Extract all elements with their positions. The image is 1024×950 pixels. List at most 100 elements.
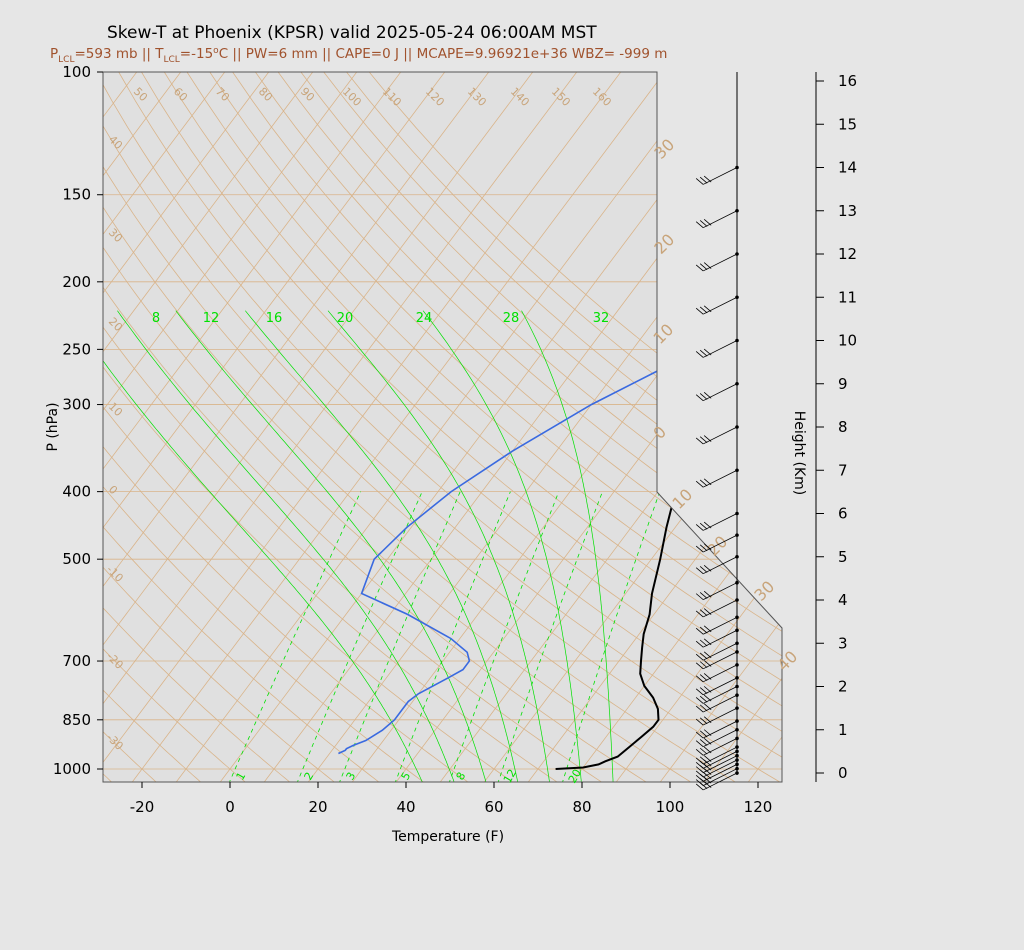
dry-adiabat-line <box>103 72 516 782</box>
height-tick-label: 0 <box>838 764 848 782</box>
dry-adiabat-line <box>255 72 782 782</box>
barb-flag <box>695 705 704 713</box>
barb-flag <box>699 652 708 660</box>
isotherm-line <box>746 72 782 782</box>
height-axis-label: Height (Km) <box>791 411 807 495</box>
height-tick-label: 8 <box>838 418 848 436</box>
wind-barb <box>702 720 738 739</box>
mixing-ratio-line <box>228 491 362 782</box>
mixing-ratio-line <box>561 491 661 782</box>
barb-flag <box>699 739 708 746</box>
dry-adiabat-line <box>103 72 694 782</box>
wind-barb <box>702 651 738 670</box>
barb-flag <box>703 435 712 442</box>
isotherm-line <box>350 72 782 782</box>
barb-flag <box>703 262 712 269</box>
isotherm-line <box>103 72 226 782</box>
dry-adiabat-line <box>103 72 203 782</box>
wind-barb <box>702 707 738 726</box>
isotherm-line <box>103 72 446 782</box>
y-tick-label: 150 <box>62 186 91 204</box>
x-tick-label: 80 <box>572 798 591 816</box>
barb-flag <box>703 175 712 183</box>
barb-flag <box>703 218 712 226</box>
chart-subtitle: PLCL=593 mb || TLCL=-15oC || PW=6 mm || … <box>50 46 667 65</box>
barb-flag <box>699 609 708 617</box>
isotherm-line <box>103 72 578 782</box>
wind-barb <box>702 629 738 648</box>
isotherm-line <box>103 72 534 782</box>
moist-adiabat-line <box>422 310 582 782</box>
barb-flag <box>695 697 704 704</box>
dry-adiabat-line <box>103 72 382 782</box>
isotherm-line <box>103 72 358 782</box>
barb-flag <box>695 627 704 635</box>
barb-flag <box>695 774 704 782</box>
isotherm-line <box>174 72 710 782</box>
barb-flag <box>703 694 712 702</box>
isotherm-line <box>0 72 5 784</box>
wind-barb <box>702 763 738 782</box>
wind-barb <box>702 729 738 748</box>
barb-flag <box>703 755 712 762</box>
barb-flag <box>695 749 704 756</box>
wind-barb <box>702 772 738 791</box>
barb-flag <box>703 608 712 615</box>
barb-flag <box>699 220 708 227</box>
barb-flag <box>695 718 704 726</box>
isotherm-line <box>103 72 490 782</box>
barb-flag <box>695 307 704 315</box>
barb-flag <box>695 524 704 531</box>
dry-adiabat-line <box>346 72 782 782</box>
x-axis-label: Temperature (F) <box>391 829 504 845</box>
wind-barb <box>702 768 738 786</box>
moist-adiabat-label: 20 <box>337 311 354 326</box>
height-tick-label: 11 <box>838 288 857 306</box>
wind-barb <box>702 664 738 683</box>
wind-barb <box>702 746 738 765</box>
y-tick-label: 300 <box>62 396 91 414</box>
isotherm-line <box>526 72 782 782</box>
wind-barb <box>702 616 738 635</box>
wind-barb <box>702 469 738 488</box>
barb-flag <box>703 590 712 598</box>
mixing-ratio-line <box>497 491 603 782</box>
moist-adiabat-label: 24 <box>416 311 433 326</box>
barb-flag <box>699 674 708 681</box>
dry-adiabat-line <box>103 72 739 782</box>
wind-barb <box>702 556 738 575</box>
mixing-ratio-line <box>296 491 423 782</box>
barb-flag <box>695 653 704 661</box>
dry-adiabat-line <box>103 72 159 782</box>
x-tick-label: 40 <box>396 798 415 816</box>
x-tick-label: -20 <box>130 798 155 816</box>
barb-flag <box>695 640 704 648</box>
moist-adiabat-label: 8 <box>152 311 160 326</box>
dry-adiabat-line <box>103 72 782 782</box>
height-tick-label: 2 <box>838 678 848 696</box>
y-tick-label: 200 <box>62 273 91 291</box>
barb-flag <box>699 747 708 755</box>
height-tick-label: 13 <box>838 202 857 220</box>
dry-adiabat-line <box>232 72 782 782</box>
barb-flag <box>695 675 704 683</box>
wind-barb <box>702 426 738 445</box>
barb-flag <box>695 766 704 773</box>
height-tick-label: 16 <box>838 72 857 90</box>
height-tick-label: 4 <box>838 591 848 609</box>
y-tick-label: 850 <box>62 711 91 729</box>
barb-flag <box>703 348 712 356</box>
isotherm-line <box>103 72 314 782</box>
height-tick-label: 15 <box>838 115 857 133</box>
moist-adiabat-line <box>103 310 424 782</box>
wind-barbs <box>695 72 739 791</box>
moist-adiabat-label: 28 <box>503 311 520 326</box>
barb-flag <box>699 176 708 184</box>
mixing-ratio-label: 12 <box>501 767 519 786</box>
wind-barb <box>702 686 738 704</box>
barb-flag <box>695 545 704 553</box>
isotherm-line <box>658 72 782 782</box>
plot-border <box>102 71 783 783</box>
moist-adiabat-label: 16 <box>266 311 283 326</box>
